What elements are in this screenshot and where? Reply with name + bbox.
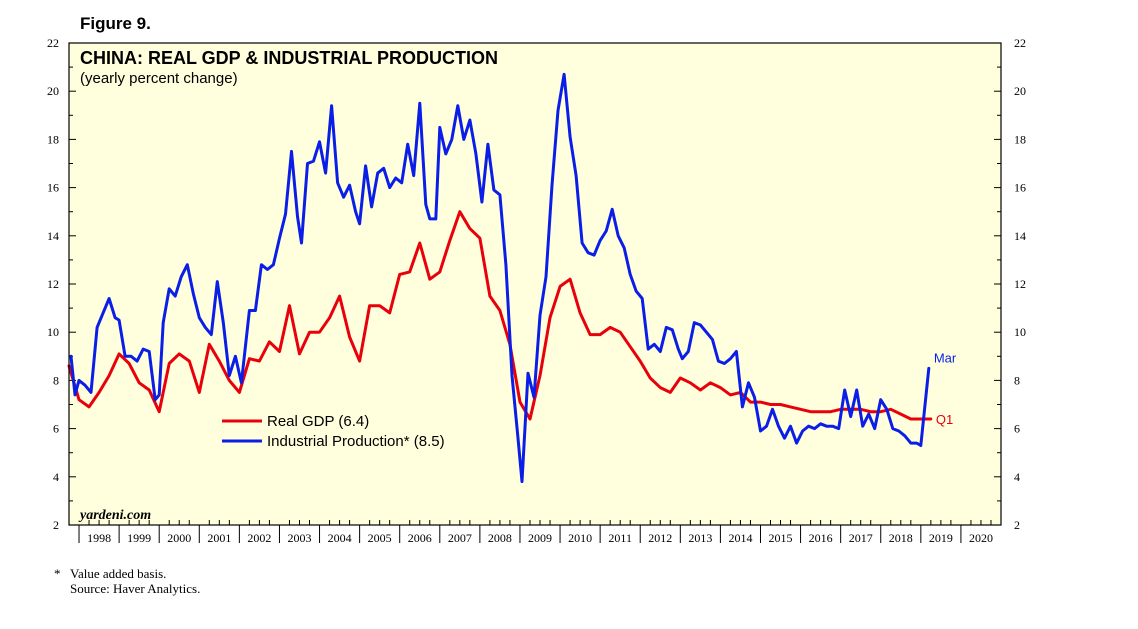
x-tick-label: 1999 (127, 531, 151, 545)
end-label-ip: Mar (934, 350, 957, 365)
footnote-source-text: Source: Haver Analytics. (70, 581, 201, 596)
series-layer: Q1 Mar (67, 72, 957, 484)
y-tick-label-right: 20 (1014, 84, 1026, 98)
x-tick-label: 2000 (167, 531, 191, 545)
footnote-note: * Value added basis. (54, 566, 200, 581)
y-tick-label-left: 14 (47, 229, 59, 243)
y-tick-label-right: 16 (1014, 181, 1026, 195)
x-tick-label: 2002 (247, 531, 271, 545)
series-line-gdp (67, 210, 933, 421)
series-line-ip (69, 72, 931, 484)
x-tick-label: 2011 (608, 531, 632, 545)
legend-label-ip: Industrial Production* (8.5) (267, 433, 445, 450)
y-tick-label-left: 18 (47, 132, 59, 146)
x-tick-label: 2001 (207, 531, 231, 545)
x-tick-label: 2005 (368, 531, 392, 545)
end-label-gdp: Q1 (936, 412, 953, 427)
legend: Real GDP (6.4) Industrial Production* (8… (222, 413, 445, 450)
x-tick-label: 2017 (849, 531, 873, 545)
footnotes: * Value added basis. Source: Haver Analyt… (54, 566, 200, 596)
x-tick-label: 2007 (448, 531, 472, 545)
y-tick-label-left: 22 (47, 36, 59, 50)
x-tick-label: 2012 (648, 531, 672, 545)
y-tick-label-left: 12 (47, 277, 59, 291)
y-tick-label-left: 8 (53, 373, 59, 387)
x-tick-label: 2004 (328, 531, 352, 545)
x-tick-label: 2019 (929, 531, 953, 545)
footnote-note-text: Value added basis. (70, 566, 167, 581)
footnote-marker: * (54, 566, 61, 581)
x-tick-label: 2006 (408, 531, 432, 545)
x-tick-label: 2018 (889, 531, 913, 545)
x-tick-label: 1998 (87, 531, 111, 545)
y-tick-label-right: 12 (1014, 277, 1026, 291)
footnote-source: Source: Haver Analytics. (54, 581, 200, 596)
y-tick-label-left: 6 (53, 422, 59, 436)
x-tick-label: 2016 (809, 531, 833, 545)
x-tick-label: 2008 (488, 531, 512, 545)
x-tick-label: 2010 (568, 531, 592, 545)
x-tick-label: 2015 (769, 531, 793, 545)
watermark: yardeni.com (78, 508, 151, 523)
plot-frame (68, 42, 1002, 526)
y-tick-label-right: 4 (1014, 470, 1020, 484)
y-tick-label-right: 2 (1014, 518, 1020, 532)
x-tick-label: 2003 (287, 531, 311, 545)
y-tick-label-left: 10 (47, 325, 59, 339)
x-tick-label: 2020 (969, 531, 993, 545)
y-tick-label-left: 20 (47, 84, 59, 98)
legend-label-gdp: Real GDP (6.4) (267, 413, 369, 430)
y-tick-label-left: 2 (53, 518, 59, 532)
y-tick-label-right: 6 (1014, 422, 1020, 436)
figure-label: Figure 9. (80, 14, 151, 33)
x-tick-label: 2013 (688, 531, 712, 545)
y-tick-label-left: 16 (47, 181, 59, 195)
y-tick-label-right: 10 (1014, 325, 1026, 339)
y-tick-label-right: 14 (1014, 229, 1026, 243)
x-tick-label: 2014 (728, 531, 752, 545)
y-tick-label-right: 22 (1014, 36, 1026, 50)
x-tick-label: 2009 (528, 531, 552, 545)
chart-subtitle: (yearly percent change) (80, 70, 238, 87)
y-tick-label-right: 18 (1014, 132, 1026, 146)
y-tick-label-left: 4 (53, 470, 59, 484)
plot-area (69, 43, 1001, 525)
chart-title: CHINA: REAL GDP & INDUSTRIAL PRODUCTION (80, 48, 498, 68)
y-tick-label-right: 8 (1014, 373, 1020, 387)
